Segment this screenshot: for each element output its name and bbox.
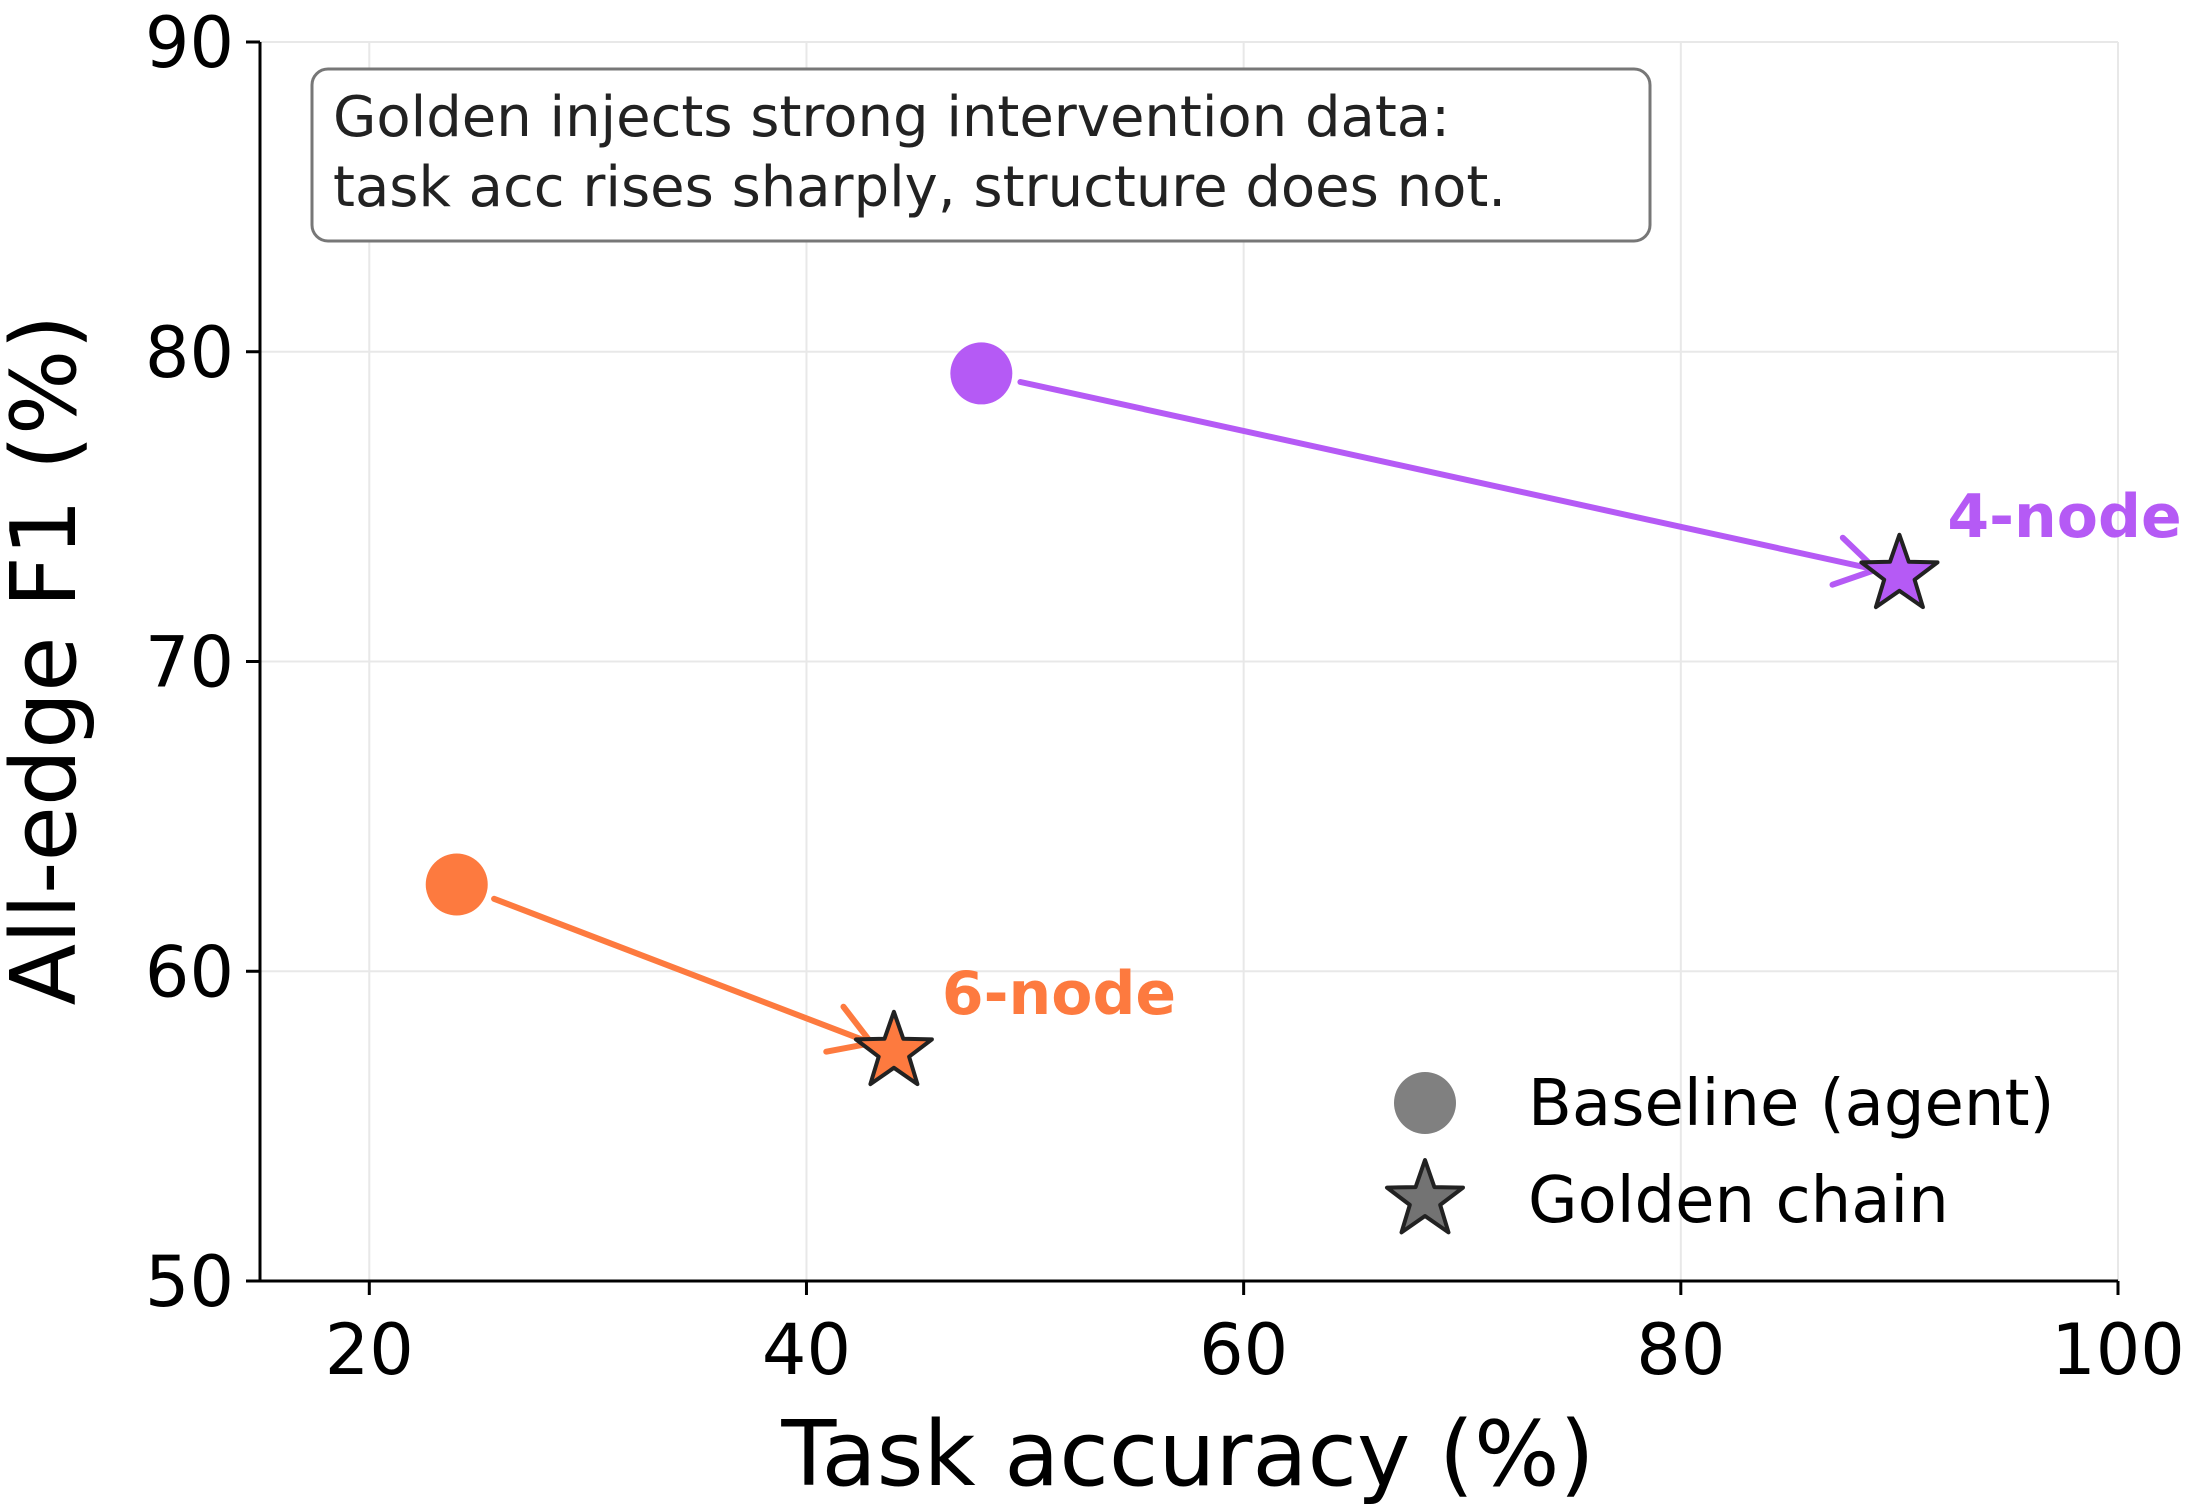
legend: Baseline (agent) Golden chain <box>1385 1067 2055 1238</box>
baseline-point <box>950 342 1013 405</box>
y-axis-label: All-edge F1 (%) <box>0 314 97 1005</box>
y-tick-label: 90 <box>145 2 234 84</box>
arrow-shaft <box>491 895 875 1047</box>
x-axis-label: Task accuracy (%) <box>780 1402 1594 1505</box>
series-label: 6-node <box>942 959 1176 1029</box>
data-marks: 4-node 6-node <box>425 342 2182 1087</box>
annotation-frame <box>310 67 1652 243</box>
x-tick-label: 80 <box>1636 1309 1725 1391</box>
series-label: 4-node <box>1947 482 2181 552</box>
y-tick-label: 60 <box>145 931 234 1013</box>
annotation-line-2: task acc rises sharply, structure does n… <box>333 155 1506 220</box>
legend-star-marker <box>1385 1158 1465 1235</box>
y-tick-label: 50 <box>145 1241 234 1323</box>
legend-label: Golden chain <box>1528 1164 1949 1238</box>
annotation-line-1: Golden injects strong intervention data: <box>333 85 1450 150</box>
baseline-point <box>425 853 488 916</box>
x-tick-label: 20 <box>325 1309 414 1391</box>
annotation-box: Golden injects strong intervention data:… <box>310 67 1652 243</box>
axes <box>246 40 2120 1295</box>
tick-labels: 20 40 60 80 100 50 60 70 80 90 <box>145 2 2185 1391</box>
x-tick-label: 60 <box>1199 1309 1288 1391</box>
y-tick-label: 70 <box>145 622 234 704</box>
x-tick-label: 40 <box>762 1309 851 1391</box>
golden-point <box>853 1009 934 1087</box>
legend-label: Baseline (agent) <box>1528 1067 2055 1141</box>
legend-circle-marker <box>1394 1072 1456 1134</box>
x-tick-label: 100 <box>2051 1309 2185 1391</box>
y-tick-label: 80 <box>145 312 234 394</box>
arrow-shaft <box>1017 379 1879 573</box>
golden-point <box>1859 532 1940 610</box>
